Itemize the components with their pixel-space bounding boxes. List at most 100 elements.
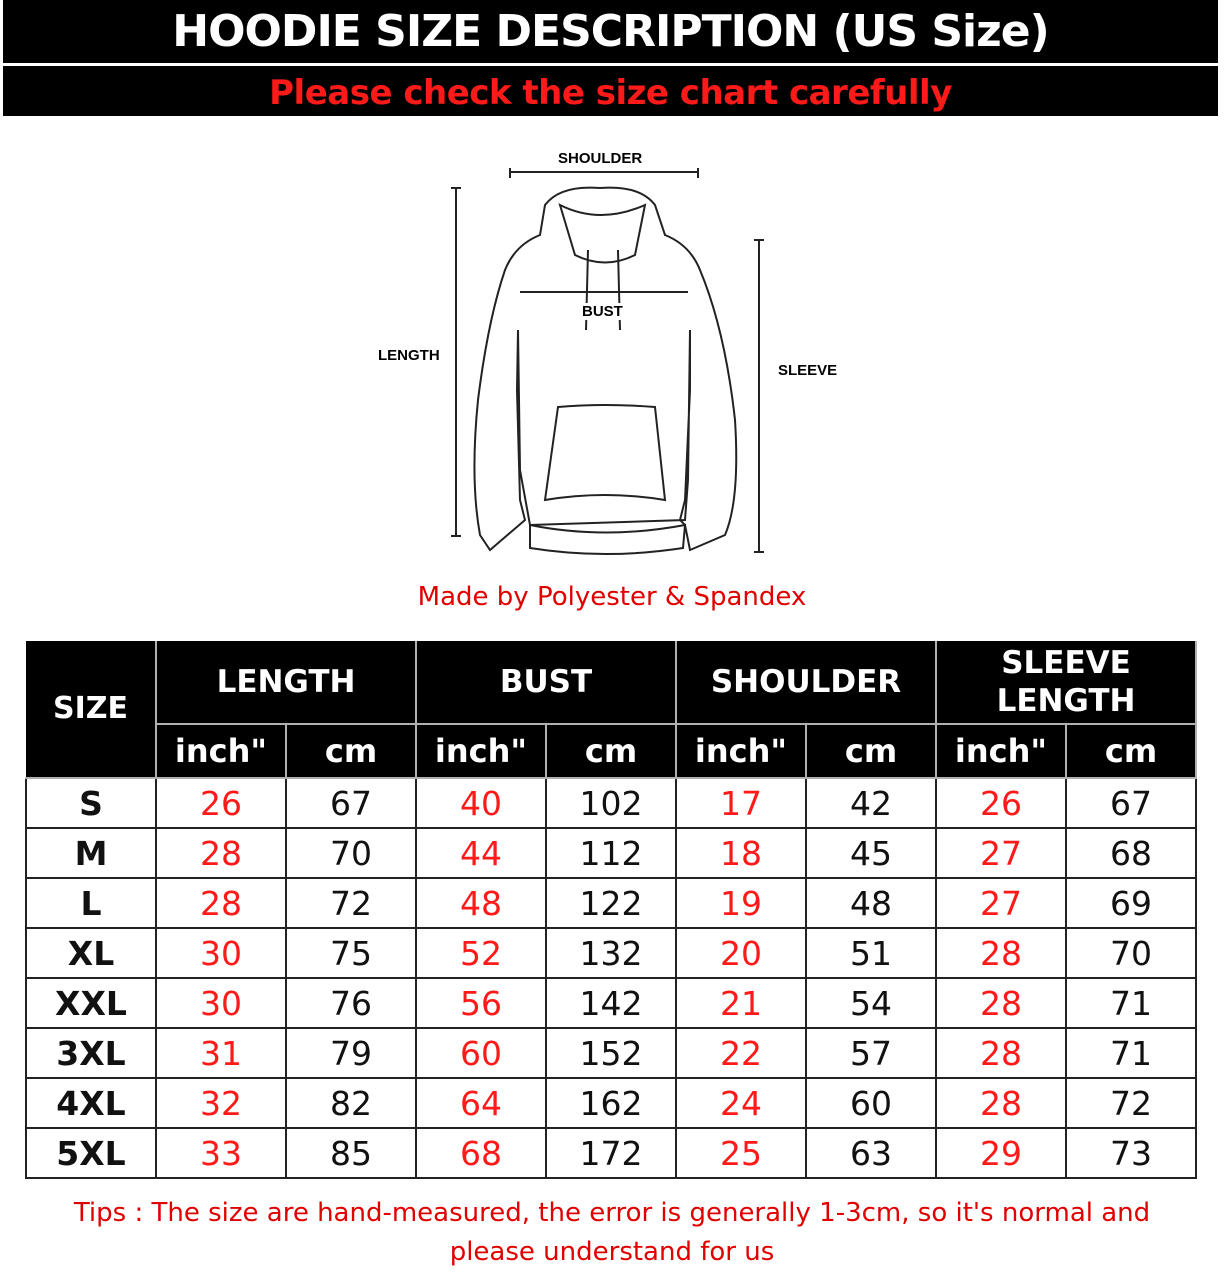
size-cell: S — [25, 777, 157, 829]
material-note: Made by Polyester & Spandex — [417, 582, 807, 612]
table-row: XXL 30 76 56 142 21 54 28 71 — [25, 977, 1197, 1029]
group-header-sleeve-length: SLEEVE LENGTH — [935, 641, 1197, 725]
cm-cell: 48 — [805, 877, 937, 929]
inch-cell: 64 — [415, 1077, 547, 1129]
shoulder-label: SHOULDER — [558, 150, 643, 167]
cm-cell: 51 — [805, 927, 937, 979]
unit-header-cm: cm — [805, 723, 937, 779]
inch-cell: 28 — [155, 877, 287, 929]
cm-cell: 82 — [285, 1077, 417, 1129]
cm-cell: 60 — [805, 1077, 937, 1129]
table-row: 4XL 32 82 64 162 24 60 28 72 — [25, 1077, 1197, 1129]
inch-cell: 48 — [415, 877, 547, 929]
cm-cell: 75 — [285, 927, 417, 979]
cm-cell: 162 — [545, 1077, 677, 1129]
size-cell: XL — [25, 927, 157, 979]
inch-cell: 31 — [155, 1027, 287, 1079]
cm-cell: 63 — [805, 1127, 937, 1179]
unit-header-cm: cm — [1065, 723, 1197, 779]
table-row: M 28 70 44 112 18 45 27 68 — [25, 827, 1197, 879]
size-table: SIZE LENGTH BUST SHOULDER SLEEVE LENGTH … — [25, 641, 1197, 1179]
page-subtitle: Please check the size chart carefully — [3, 66, 1218, 116]
cm-cell: 67 — [1065, 777, 1197, 829]
inch-cell: 44 — [415, 827, 547, 879]
hoodie-diagram — [451, 168, 764, 555]
group-header-length: LENGTH — [155, 641, 417, 725]
cm-cell: 112 — [545, 827, 677, 879]
inch-cell: 19 — [675, 877, 807, 929]
cm-cell: 71 — [1065, 1027, 1197, 1079]
unit-header-inch: inch" — [155, 723, 287, 779]
inch-cell: 68 — [415, 1127, 547, 1179]
inch-cell: 28 — [935, 927, 1067, 979]
inch-cell: 32 — [155, 1077, 287, 1129]
inch-cell: 28 — [935, 1077, 1067, 1129]
unit-header-inch: inch" — [415, 723, 547, 779]
inch-cell: 18 — [675, 827, 807, 879]
sleeve-label: SLEEVE — [778, 362, 838, 379]
cm-cell: 79 — [285, 1027, 417, 1079]
inch-cell: 60 — [415, 1027, 547, 1079]
cm-cell: 85 — [285, 1127, 417, 1179]
cm-cell: 102 — [545, 777, 677, 829]
cm-cell: 72 — [285, 877, 417, 929]
cm-cell: 172 — [545, 1127, 677, 1179]
cm-cell: 70 — [1065, 927, 1197, 979]
cm-cell: 132 — [545, 927, 677, 979]
inch-cell: 24 — [675, 1077, 807, 1129]
unit-header-inch: inch" — [675, 723, 807, 779]
inch-cell: 17 — [675, 777, 807, 829]
page-title: HOODIE SIZE DESCRIPTION (US Size) — [3, 0, 1218, 63]
table-row: L 28 72 48 122 19 48 27 69 — [25, 877, 1197, 929]
size-header: SIZE — [26, 641, 157, 779]
cm-cell: 57 — [805, 1027, 937, 1079]
inch-cell: 25 — [675, 1127, 807, 1179]
bust-label: BUST — [582, 303, 623, 320]
cm-cell: 73 — [1065, 1127, 1197, 1179]
inch-cell: 28 — [935, 977, 1067, 1029]
size-cell: 3XL — [25, 1027, 157, 1079]
group-header-bust: BUST — [415, 641, 677, 725]
unit-header-cm: cm — [545, 723, 677, 779]
inch-cell: 30 — [155, 977, 287, 1029]
inch-cell: 20 — [675, 927, 807, 979]
cm-cell: 67 — [285, 777, 417, 829]
inch-cell: 21 — [675, 977, 807, 1029]
inch-cell: 30 — [155, 927, 287, 979]
inch-cell: 27 — [935, 877, 1067, 929]
inch-cell: 26 — [155, 777, 287, 829]
inch-cell: 52 — [415, 927, 547, 979]
size-cell: 4XL — [25, 1077, 157, 1129]
inch-cell: 40 — [415, 777, 547, 829]
cm-cell: 152 — [545, 1027, 677, 1079]
cm-cell: 71 — [1065, 977, 1197, 1029]
table-row: 3XL 31 79 60 152 22 57 28 71 — [25, 1027, 1197, 1079]
inch-cell: 28 — [155, 827, 287, 879]
unit-header-inch: inch" — [935, 723, 1067, 779]
cm-cell: 76 — [285, 977, 417, 1029]
cm-cell: 142 — [545, 977, 677, 1029]
table-row: XL 30 75 52 132 20 51 28 70 — [25, 927, 1197, 979]
inch-cell: 56 — [415, 977, 547, 1029]
tips-note: Tips : The size are hand-measured, the e… — [73, 1198, 1151, 1267]
table-row: S 26 67 40 102 17 42 26 67 — [25, 777, 1197, 829]
inch-cell: 26 — [935, 777, 1067, 829]
cm-cell: 72 — [1065, 1077, 1197, 1129]
cm-cell: 122 — [545, 877, 677, 929]
cm-cell: 70 — [285, 827, 417, 879]
cm-cell: 68 — [1065, 827, 1197, 879]
inch-cell: 22 — [675, 1027, 807, 1079]
group-header-shoulder: SHOULDER — [675, 641, 937, 725]
size-cell: XXL — [25, 977, 157, 1029]
length-label: LENGTH — [378, 347, 440, 364]
size-cell: 5XL — [25, 1127, 157, 1179]
size-cell: M — [25, 827, 157, 879]
cm-cell: 45 — [805, 827, 937, 879]
cm-cell: 69 — [1065, 877, 1197, 929]
cm-cell: 42 — [805, 777, 937, 829]
inch-cell: 28 — [935, 1027, 1067, 1079]
cm-cell: 54 — [805, 977, 937, 1029]
table-row: 5XL 33 85 68 172 25 63 29 73 — [25, 1127, 1197, 1179]
inch-cell: 33 — [155, 1127, 287, 1179]
inch-cell: 27 — [935, 827, 1067, 879]
